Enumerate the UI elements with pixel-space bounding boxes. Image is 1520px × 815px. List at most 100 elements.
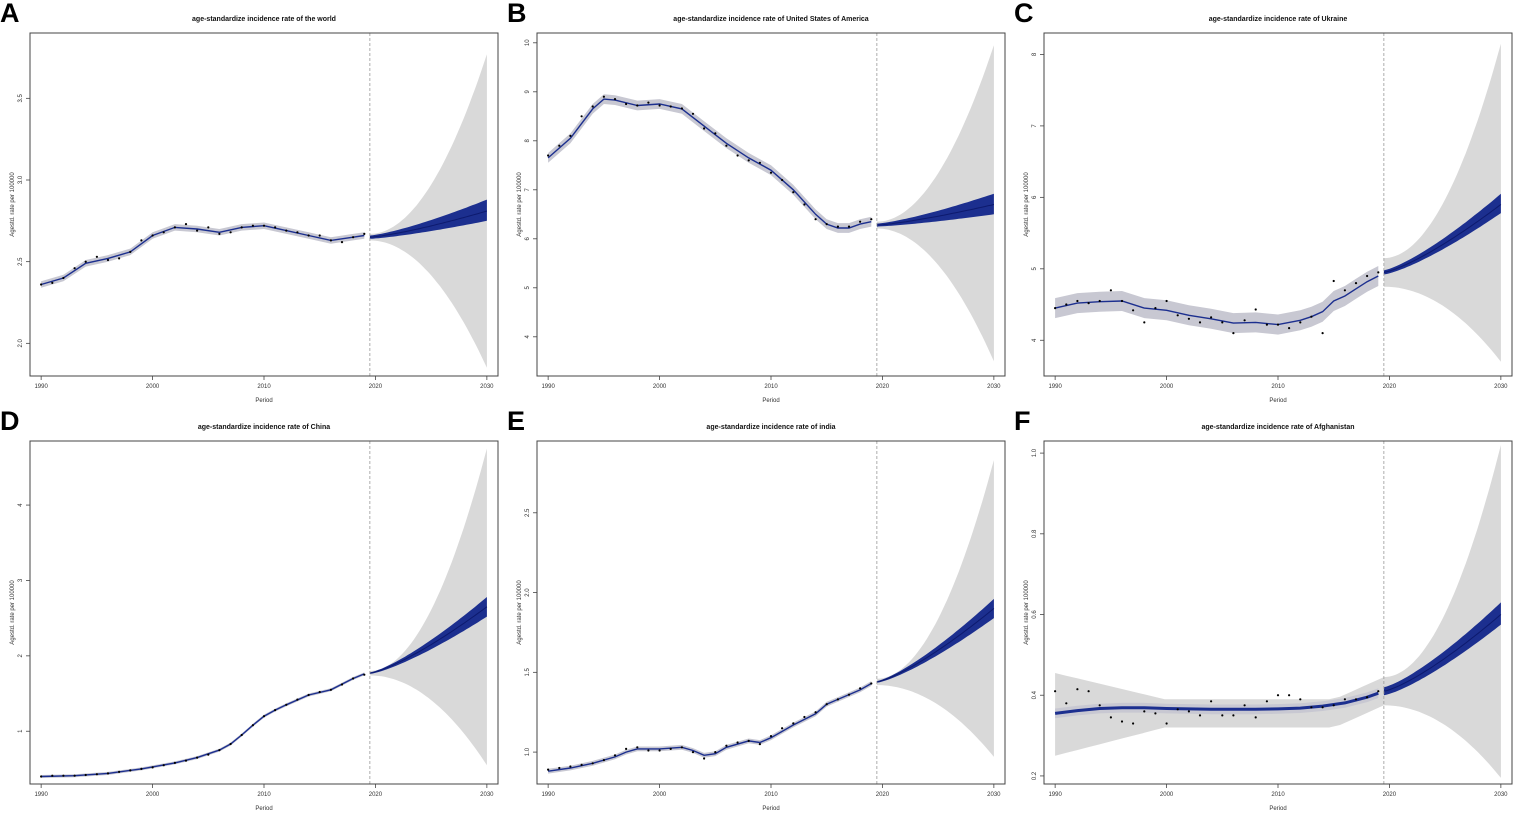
data-point [296,231,299,234]
data-point [1210,316,1213,319]
data-point [73,267,76,270]
x-tick-label: 2000 [1160,792,1174,798]
x-tick-label: 2000 [146,792,160,798]
data-point [669,747,672,750]
data-point [1276,323,1280,326]
data-point [95,773,98,776]
y-tick-label: 1.0 [1032,448,1038,457]
forecast-outer-band [369,448,487,766]
data-point [580,115,583,118]
x-tick-label: 2020 [876,384,890,390]
fitted-band [41,222,365,288]
x-axis-label: Period [255,398,272,404]
data-point [1243,319,1246,322]
chart-svg: age-standardize incidence rate of United… [517,16,1006,404]
chart-svg: age-standardize incidence rate of Afghan… [1024,424,1513,812]
data-point [162,231,165,234]
data-point [173,226,176,229]
data-point [1254,308,1257,311]
x-tick-label: 2010 [764,792,778,798]
data-point [40,283,43,286]
data-point [736,741,739,744]
x-tick-label: 2030 [1494,384,1508,390]
fitted-band [548,94,872,233]
data-point [769,171,773,174]
chart-title: age-standardize incidence rate of United… [673,16,869,23]
chart-title: age-standardize incidence rate of the wo… [192,16,336,23]
data-point [274,709,277,712]
x-tick-label: 2030 [480,792,494,798]
data-point [1176,708,1179,711]
data-point [1343,698,1346,701]
x-tick-label: 2030 [480,384,494,390]
data-point [229,742,232,746]
data-point [1076,688,1079,691]
x-tick-label: 2010 [1271,384,1285,390]
y-tick-label: 4 [18,503,24,507]
data-point [1098,704,1101,707]
data-point [1265,700,1268,703]
data-point [1154,712,1157,715]
data-point [1087,302,1090,305]
y-axis-label: Agestd. rate per 100000 [1024,580,1030,645]
data-point [1232,332,1235,335]
data-point [591,762,594,765]
data-point [1109,289,1112,292]
data-point [1132,722,1135,725]
x-tick-label: 2010 [764,384,778,390]
x-tick-label: 1990 [541,384,555,390]
data-point [1377,690,1380,693]
data-point [106,772,110,775]
forecast-outer-band [369,54,487,368]
data-point [1187,317,1190,320]
y-tick-label: 6 [525,236,531,240]
data-point [1354,282,1358,285]
data-point [714,751,717,754]
data-point [1377,271,1380,274]
x-axis-label: Period [762,806,779,812]
forecast-mean-line [876,204,995,226]
x-tick-label: 1990 [1048,384,1062,390]
data-point [658,104,661,107]
panel-letter: C [1014,0,1034,28]
data-point [1187,710,1190,713]
y-axis-label: Agestd. rate per 100000 [517,580,523,645]
data-point [580,763,583,766]
data-point [184,759,188,762]
data-point [669,105,672,108]
y-tick-label: 5 [1032,266,1038,270]
data-point [162,764,165,767]
x-tick-label: 2020 [1383,792,1397,798]
data-point [636,104,639,107]
data-point [106,258,110,262]
data-point [1054,690,1057,693]
chart-title: age-standardize incidence rate of Afghan… [1202,424,1355,431]
y-tick-label: 10 [525,39,531,46]
data-point [307,693,310,697]
data-point [703,757,706,760]
data-point [129,769,132,772]
plot-frame [29,440,499,785]
x-tick-label: 2000 [146,384,160,390]
y-tick-label: 7 [1032,124,1038,128]
observed-points [40,223,366,286]
x-tick-label: 2020 [369,384,383,390]
chart-svg: age-standardize incidence rate of the wo… [10,16,499,404]
data-point [51,281,54,284]
y-tick-label: 2.5 [525,508,531,517]
data-point [1299,321,1302,324]
data-point [1198,321,1202,324]
data-point [296,698,299,701]
data-point [1243,704,1246,707]
data-point [207,226,210,229]
y-tick-label: 2 [18,654,24,658]
data-point [307,234,310,237]
data-point [792,191,795,194]
y-tick-label: 3.0 [18,175,24,184]
data-point [1120,720,1124,723]
data-point [1109,716,1112,719]
fitted-line [547,98,872,229]
data-point [73,774,76,777]
y-tick-label: 1.5 [525,667,531,676]
data-point [251,724,254,727]
